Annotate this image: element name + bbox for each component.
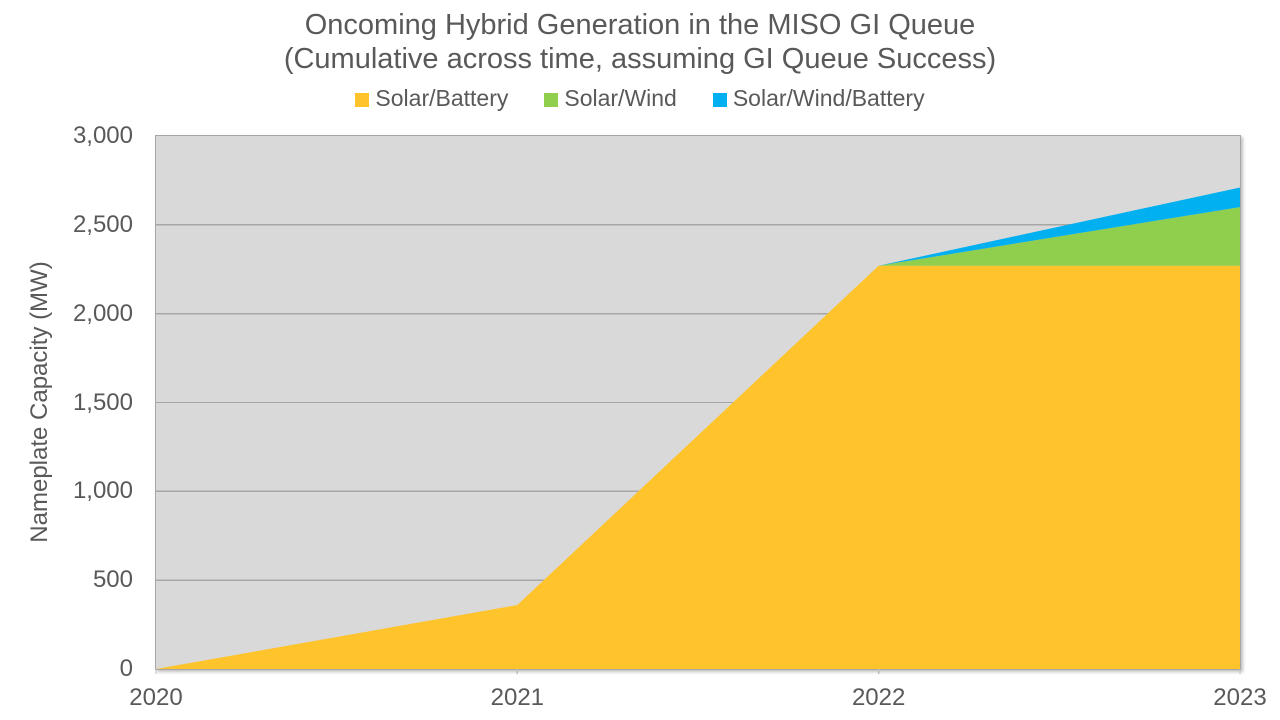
legend-item-solar-wind: Solar/Wind [544, 85, 677, 112]
y-tick-label-500: 500 [92, 566, 133, 594]
x-tick-label-2023: 2023 [1213, 684, 1267, 711]
chart-title: Oncoming Hybrid Generation in the MISO G… [304, 9, 976, 41]
legend-label-solar-wind-battery: Solar/Wind/Battery [732, 85, 925, 111]
x-tick-label-2021: 2021 [490, 684, 545, 711]
y-tick-label-3000: 3,000 [72, 122, 133, 149]
legend-label-solar-battery: Solar/Battery [375, 85, 509, 111]
y-tick-label-1500: 1,500 [72, 388, 133, 416]
chart-subtitle: (Cumulative across time, assuming GI Que… [283, 43, 997, 75]
legend-item-solar-wind-battery: Solar/Wind/Battery [712, 85, 925, 112]
plot-area [155, 135, 1241, 674]
area-solar-wind [156, 207, 1240, 670]
y-tick-label-0: 0 [119, 655, 133, 682]
x-tick-label-2020: 2020 [129, 684, 183, 711]
legend-swatch-icon-solar-wind-battery [712, 92, 727, 107]
legend-swatch-icon-solar-wind [544, 92, 559, 107]
legend-swatch-icon-solar-battery [355, 92, 370, 107]
legend-label-solar-wind: Solar/Wind [564, 85, 677, 111]
legend-item-solar-battery: Solar/Battery [355, 85, 508, 112]
area-solar-battery [156, 265, 1240, 669]
stacked-area-svg [155, 187, 1241, 674]
y-tick-label-2000: 2,000 [72, 299, 133, 327]
x-tick-label-2022: 2022 [851, 684, 906, 711]
y-tick-label-1000: 1,000 [72, 477, 133, 505]
chart-title-block: Oncoming Hybrid Generation in the MISO G… [0, 8, 1280, 76]
y-tick-label-2500: 2,500 [72, 210, 133, 238]
legend: Solar/Battery Solar/Wind Solar/Wind/Batter… [0, 85, 1280, 112]
